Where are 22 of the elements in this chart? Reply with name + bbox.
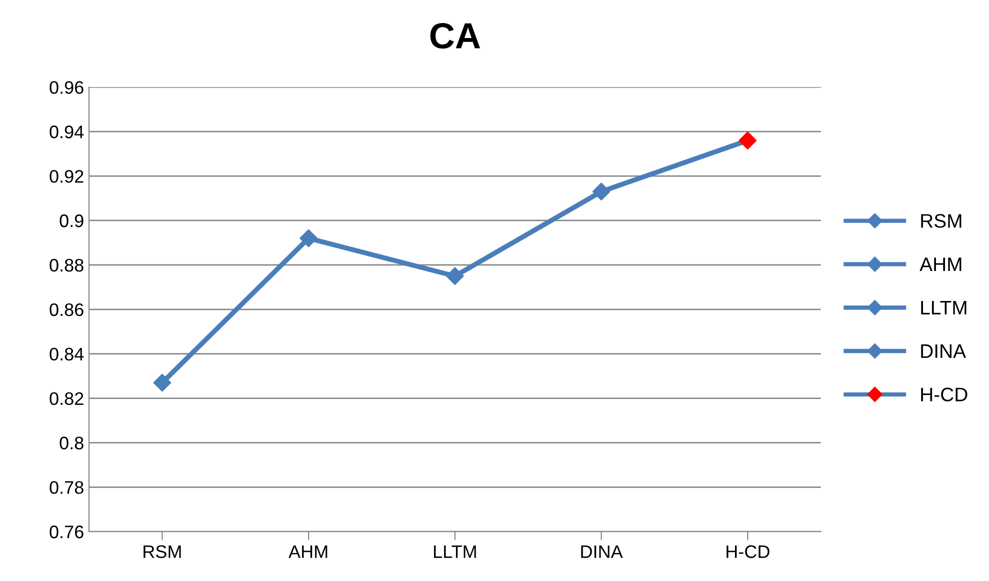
legend-label: H-CD bbox=[921, 388, 968, 402]
y-tick-label: 0.86 bbox=[50, 303, 84, 316]
legend-label: AHM bbox=[920, 258, 962, 272]
legend-label: DINA bbox=[921, 344, 966, 358]
y-tick-label: 0.88 bbox=[50, 258, 84, 272]
x-tick-label: RSM bbox=[144, 545, 181, 558]
legend-label: LLTM bbox=[921, 301, 966, 314]
legend-label: RSM bbox=[921, 214, 962, 228]
y-tick-label: 0.94 bbox=[50, 126, 84, 138]
x-tick-label: H-CD bbox=[726, 545, 770, 558]
y-tick-label: 0.84 bbox=[50, 348, 84, 361]
x-tick-label: LLTM bbox=[434, 545, 476, 558]
y-tick-label: 0.78 bbox=[50, 481, 84, 494]
y-tick-label: 0.92 bbox=[50, 170, 84, 183]
y-tick-label: 0.76 bbox=[50, 526, 84, 538]
x-tick-label: DINA bbox=[581, 545, 623, 558]
y-tick-label: 0.8 bbox=[60, 436, 84, 450]
y-tick-label: 0.96 bbox=[50, 81, 84, 94]
x-tick-label: AHM bbox=[288, 545, 328, 558]
y-tick-label: 0.82 bbox=[50, 392, 84, 405]
y-tick-label: 0.9 bbox=[60, 214, 84, 228]
chart-title: CA bbox=[430, 23, 480, 49]
